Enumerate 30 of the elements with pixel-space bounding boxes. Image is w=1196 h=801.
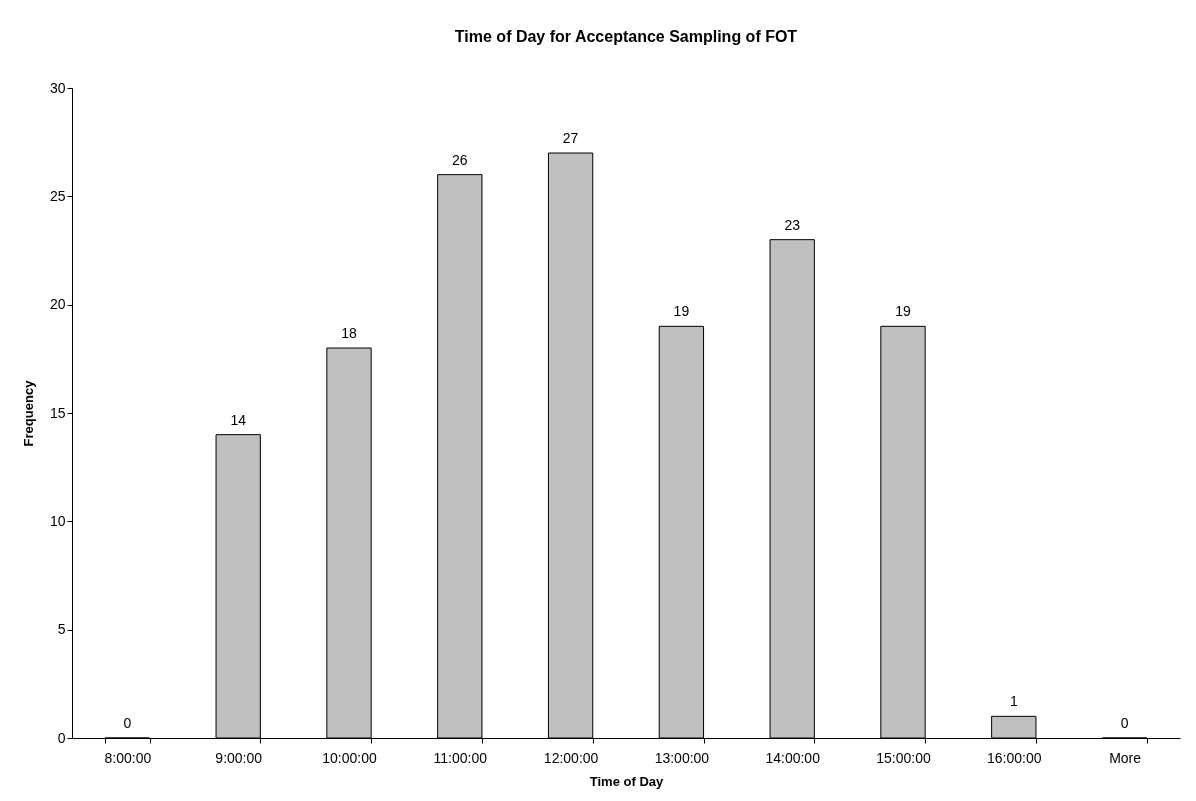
data-label: 0 — [1120, 715, 1129, 731]
y-tick-label: 0 — [57, 729, 66, 746]
chart-title: Time of Day for Acceptance Sampling of FOT — [454, 28, 798, 45]
y-tick-label: 15 — [49, 404, 66, 421]
x-tick-label: 10:00:00 — [322, 749, 377, 766]
data-label: 14 — [230, 411, 247, 428]
y-tick-label: 10 — [49, 512, 66, 529]
data-label: 19 — [895, 303, 911, 320]
x-tick-label: 11:00:00 — [433, 749, 488, 766]
x-axis-title: Time of Day — [589, 773, 664, 789]
data-label: 1 — [1009, 693, 1018, 710]
x-tick-label: 16:00:00 — [987, 749, 1042, 766]
y-tick-label: 5 — [57, 621, 66, 638]
x-tick-label: 13:00:00 — [654, 749, 710, 766]
y-tick-label: 30 — [49, 79, 66, 96]
x-tick-label: More — [1109, 749, 1142, 766]
data-label: 0 — [123, 715, 132, 731]
x-tick-label: 14:00:00 — [765, 749, 821, 766]
x-tick-label: 8:00:00 — [104, 749, 152, 766]
x-tick-label: 15:00:00 — [876, 749, 931, 766]
y-tick-label: 20 — [49, 296, 66, 313]
x-tick-label: 12:00:00 — [543, 749, 599, 766]
data-label: 18 — [341, 325, 357, 341]
x-tick-label: 9:00:00 — [215, 749, 263, 766]
y-tick-label: 25 — [49, 187, 66, 204]
y-axis-title: Frequency — [20, 379, 36, 447]
data-label: 23 — [784, 216, 801, 233]
data-label: 27 — [562, 130, 579, 146]
data-label: 19 — [673, 303, 690, 320]
data-label: 26 — [452, 151, 468, 168]
